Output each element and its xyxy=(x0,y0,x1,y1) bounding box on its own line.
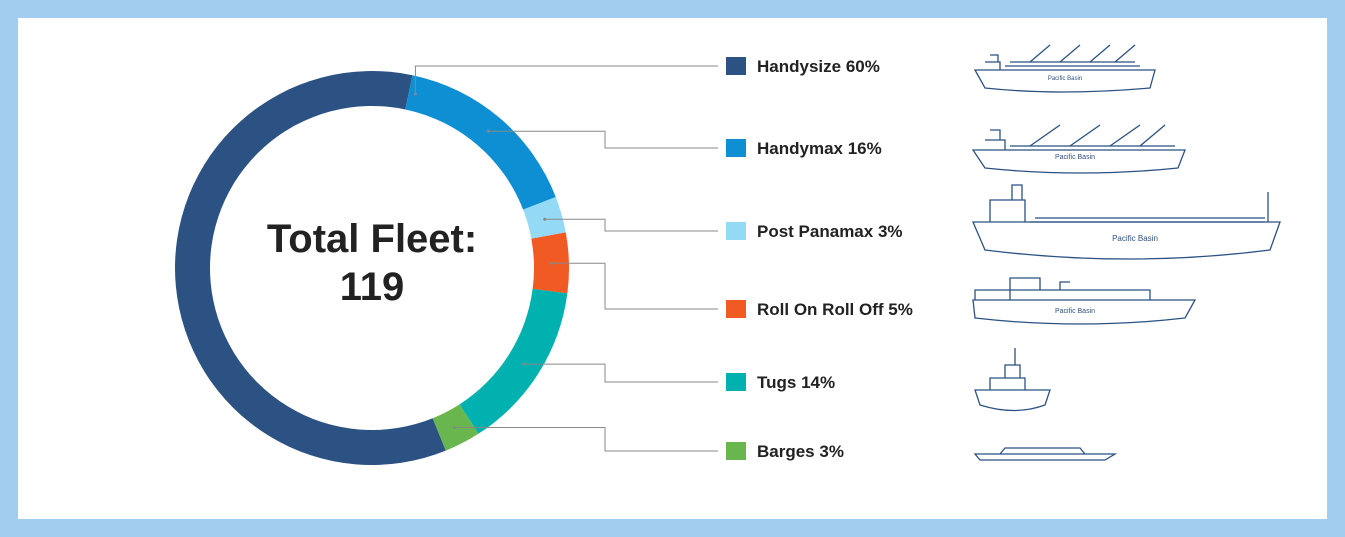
legend-swatch xyxy=(726,139,746,157)
legend-label: Handymax 16% xyxy=(757,139,882,158)
legend-label: Tugs 14% xyxy=(757,373,835,392)
center-title: Total Fleet: xyxy=(267,217,477,261)
leader-dot xyxy=(487,130,490,133)
legend-value: 60% xyxy=(846,57,880,76)
leader-dot xyxy=(543,218,546,221)
leader-dot xyxy=(414,92,417,95)
ship-label: Pacific Basin xyxy=(1048,76,1082,82)
legend-label: Roll On Roll Off 5% xyxy=(757,300,913,319)
center-total: 119 xyxy=(340,265,405,309)
legend-value: 5% xyxy=(888,300,913,319)
ship-label: Pacific Basin xyxy=(1112,234,1158,243)
legend-category: Handymax xyxy=(757,139,844,158)
ship-label: Pacific Basin xyxy=(1055,154,1095,161)
legend-category: Tugs xyxy=(757,373,796,392)
legend-label: Handysize 60% xyxy=(757,57,880,76)
legend-label: Post Panamax 3% xyxy=(757,222,903,241)
legend-label: Barges 3% xyxy=(757,442,844,461)
legend-category: Post Panamax xyxy=(757,222,874,241)
legend-value: 16% xyxy=(848,139,882,158)
infographic: Total Fleet: 119 Pacific Basin Pacific B… xyxy=(0,0,1345,537)
legend-value: 3% xyxy=(878,222,903,241)
leader-dot xyxy=(453,426,456,429)
legend-swatch xyxy=(726,300,746,318)
legend-value: 14% xyxy=(801,373,835,392)
legend-swatch xyxy=(726,222,746,240)
ship-label: Pacific Basin xyxy=(1055,308,1095,315)
leader-dot xyxy=(522,363,525,366)
legend-swatch xyxy=(726,373,746,391)
legend-value: 3% xyxy=(819,442,844,461)
leader-dot xyxy=(550,262,553,265)
legend-category: Handysize xyxy=(757,57,841,76)
legend-swatch xyxy=(726,442,746,460)
panel xyxy=(18,18,1327,519)
legend-swatch xyxy=(726,57,746,75)
legend-category: Barges xyxy=(757,442,815,461)
legend-category: Roll On Roll Off xyxy=(757,300,884,319)
